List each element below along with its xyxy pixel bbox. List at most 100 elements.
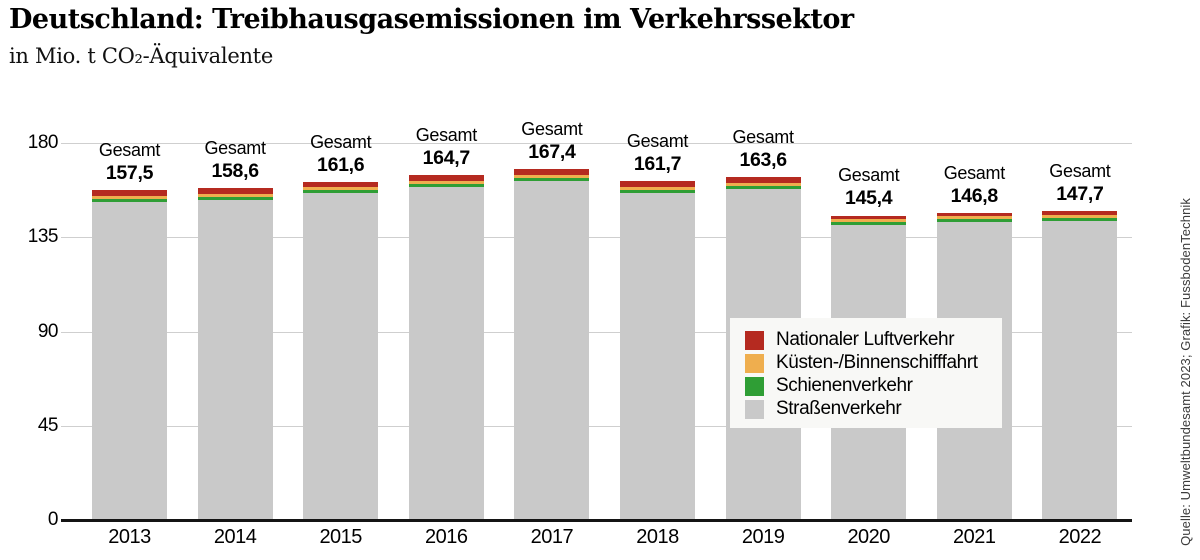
bar-2017 bbox=[514, 169, 590, 520]
total-label-2017: Gesamt 167,4 bbox=[487, 119, 617, 164]
bar-2013-segment bbox=[92, 202, 167, 520]
x-axis-line bbox=[61, 519, 1132, 522]
bar-2016-segment bbox=[408, 180, 484, 184]
bar-2018-segment bbox=[620, 193, 695, 520]
total-label-2014: Gesamt 158,6 bbox=[170, 138, 300, 183]
bar-2019-segment bbox=[725, 177, 801, 184]
legend-label: Küsten-/Binnenschifffahrt bbox=[776, 352, 978, 373]
legend: Nationaler Luftverkehr Küsten-/Binnenschi… bbox=[730, 318, 1002, 428]
total-label-2015: Gesamt 161,6 bbox=[276, 132, 406, 177]
total-label-2019: Gesamt 163,6 bbox=[698, 127, 828, 172]
bar-2018-segment bbox=[620, 187, 695, 191]
y-axis: 0 45 90 135 180 bbox=[0, 132, 59, 530]
legend-label: Straßenverkehr bbox=[776, 398, 902, 419]
total-value: 145,4 bbox=[845, 187, 893, 210]
total-value: 146,8 bbox=[950, 184, 999, 207]
bar-2016-segment bbox=[408, 186, 484, 520]
bar-2017-segment bbox=[514, 175, 590, 179]
total-label-prefix: Gesamt bbox=[204, 137, 266, 158]
total-label-prefix: Gesamt bbox=[310, 131, 372, 152]
bar-2014-segment bbox=[197, 193, 273, 197]
bar-2020-segment bbox=[831, 222, 907, 226]
bar-2014-segment bbox=[197, 199, 273, 520]
bar-2016 bbox=[408, 175, 484, 520]
bar-2022-segment bbox=[1042, 220, 1118, 520]
bar-2020-segment bbox=[831, 219, 907, 223]
bar-2015-segment bbox=[303, 190, 379, 194]
bar-2015-segment bbox=[303, 181, 379, 188]
bar-2020-segment bbox=[831, 215, 907, 220]
x-tick-label-2013: 2013 bbox=[108, 526, 151, 548]
x-tick-label-2016: 2016 bbox=[425, 526, 468, 548]
total-value: 161,6 bbox=[317, 153, 365, 176]
gridline-135 bbox=[61, 237, 1132, 239]
legend-swatch-icon bbox=[745, 330, 764, 350]
bar-2018-segment bbox=[620, 190, 695, 194]
bar-2021-segment bbox=[936, 216, 1012, 220]
legend-label: Nationaler Luftverkehr bbox=[776, 329, 955, 350]
total-value: 167,4 bbox=[528, 141, 576, 164]
bar-2021-segment bbox=[936, 212, 1012, 217]
bar-2021-segment bbox=[936, 219, 1012, 223]
gridline-90 bbox=[61, 331, 1132, 333]
legend-swatch-icon bbox=[745, 376, 764, 396]
y-tick-label-135: 135 bbox=[27, 226, 59, 248]
x-tick-label-2018: 2018 bbox=[636, 526, 679, 548]
bar-2019-segment bbox=[725, 186, 801, 190]
bar-2013-segment bbox=[92, 190, 167, 197]
legend-row: Küsten-/Binnenschifffahrt bbox=[745, 352, 1002, 374]
bar-2017-segment bbox=[514, 169, 590, 176]
total-label-2018: Gesamt 161,7 bbox=[593, 131, 723, 176]
bar-2017-segment bbox=[514, 178, 590, 182]
y-tick-label-180: 180 bbox=[27, 132, 59, 153]
total-value: 147,7 bbox=[1056, 182, 1104, 205]
legend-row: Nationaler Luftverkehr bbox=[745, 329, 1002, 351]
y-tick-label-0: 0 bbox=[47, 509, 59, 530]
total-label-2016: Gesamt 164,7 bbox=[381, 125, 511, 170]
plot-area: Gesamt 157,5 Gesamt 158,6 Gesamt 161,6 Gesamt 1… bbox=[61, 119, 1132, 522]
bar-2016-segment bbox=[408, 175, 484, 181]
x-tick-label-2017: 2017 bbox=[530, 526, 574, 548]
bar-2014-segment bbox=[197, 187, 273, 194]
legend-label: Schienenverkehr bbox=[776, 375, 913, 396]
total-label-prefix: Gesamt bbox=[1049, 160, 1111, 181]
total-value: 161,7 bbox=[633, 153, 682, 176]
bar-2015-segment bbox=[303, 187, 379, 191]
legend-row: Schienenverkehr bbox=[745, 375, 1002, 397]
total-label-2020: Gesamt 145,4 bbox=[804, 165, 934, 210]
bar-2018 bbox=[620, 181, 695, 520]
total-label-2022: Gesamt 147,7 bbox=[1015, 161, 1145, 206]
bar-2014-segment bbox=[197, 196, 273, 200]
bar-2022-segment bbox=[1042, 214, 1118, 218]
total-value: 158,6 bbox=[211, 159, 259, 182]
x-tick-label-2021: 2021 bbox=[953, 526, 996, 548]
bar-2018-segment bbox=[620, 181, 695, 188]
total-label-2021: Gesamt 146,8 bbox=[909, 163, 1039, 208]
legend-swatch-icon bbox=[745, 399, 764, 419]
total-label-prefix: Gesamt bbox=[98, 140, 161, 161]
bar-2022-segment bbox=[1042, 217, 1118, 221]
x-tick-label-2022: 2022 bbox=[1058, 526, 1102, 548]
chart-title: Deutschland: Treibhausgasemissionen im V… bbox=[9, 4, 854, 35]
x-tick-label-2014: 2014 bbox=[213, 526, 257, 548]
total-label-prefix: Gesamt bbox=[732, 127, 794, 148]
total-label-prefix: Gesamt bbox=[838, 165, 900, 186]
bar-2017-segment bbox=[514, 181, 590, 520]
gridline-45 bbox=[61, 425, 1132, 427]
bar-2013-segment bbox=[92, 196, 167, 200]
total-value: 164,7 bbox=[422, 147, 471, 170]
total-label-prefix: Gesamt bbox=[626, 131, 689, 152]
x-axis: 2013 2014 2015 2016 2017 2018 2019 2020 2021 2022 bbox=[66, 526, 1132, 556]
total-label-prefix: Gesamt bbox=[415, 125, 478, 146]
bar-2013 bbox=[92, 190, 167, 520]
source-note: Quelle: Umweltbundesamt 2023; Grafik: Fu… bbox=[1178, 198, 1193, 546]
y-tick-label-90: 90 bbox=[37, 320, 59, 342]
total-value: 157,5 bbox=[105, 162, 154, 185]
x-tick-label-2020: 2020 bbox=[847, 526, 890, 548]
total-label-2013: Gesamt 157,5 bbox=[65, 140, 195, 185]
bar-2014 bbox=[197, 187, 273, 520]
bar-2022 bbox=[1042, 210, 1118, 520]
chart-subtitle: in Mio. t CO₂-Äquivalente bbox=[9, 44, 273, 68]
y-tick-label-45: 45 bbox=[37, 414, 59, 436]
total-value: 163,6 bbox=[739, 149, 787, 172]
